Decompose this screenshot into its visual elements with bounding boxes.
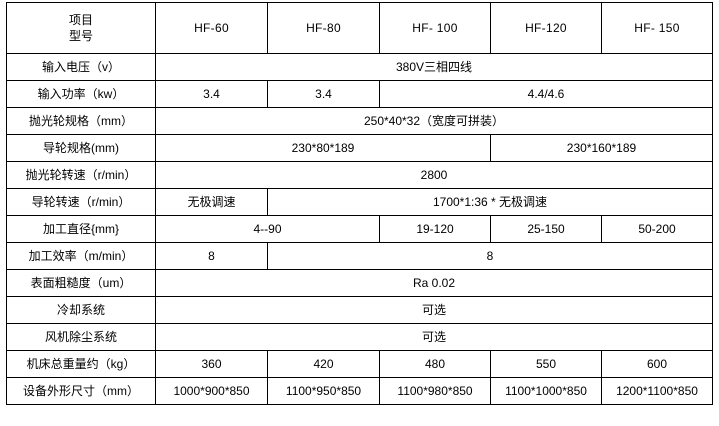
table-row: 加工效率（m/min） 8 8 — [6, 242, 713, 270]
row-value-cell: 可选 — [155, 323, 713, 351]
table-row: 抛光轮规格（mm） 250*40*32（宽度可拼装） — [6, 107, 713, 135]
table-header-model-5: HF- 150 — [601, 2, 713, 54]
table-header-model-4: HF-120 — [490, 2, 602, 54]
row-value-cell: 230*160*189 — [490, 134, 713, 162]
specification-table: 项目 型号 HF-60 HF-80 HF- 100 HF-120 HF- 150 输入电压（v… — [6, 2, 713, 405]
row-label: 抛光轮规格（mm） — [6, 107, 156, 135]
row-value-cell: 3.4 — [155, 80, 268, 108]
table-header-model-1: HF-60 — [155, 2, 268, 54]
row-value-cell: 4.4/4.6 — [379, 80, 713, 108]
row-label: 加工直径{mm} — [6, 215, 156, 243]
row-value-cell: 19-120 — [379, 215, 491, 243]
table-row: 表面粗糙度（um） Ra 0.02 — [6, 269, 713, 297]
header-label-model: 型号 — [68, 29, 93, 43]
row-value-cell: 550 — [490, 350, 602, 378]
row-label: 表面粗糙度（um） — [6, 269, 156, 297]
table-row: 设备外形尺寸（mm） 1000*900*850 1100*950*850 1100*9… — [6, 377, 713, 405]
table-row: 加工直径{mm} 4--90 19-120 25-150 50-200 — [6, 215, 713, 243]
row-value-cell: 无极调速 — [155, 188, 268, 216]
row-value-cell: 1200*1100*850 — [601, 377, 713, 405]
row-value-cell: 8 — [267, 242, 713, 270]
row-value-cell: 230*80*189 — [155, 134, 491, 162]
row-value-cell: 可选 — [155, 296, 713, 324]
table-row: 冷却系统 可选 — [6, 296, 713, 324]
row-value-cell: 25-150 — [490, 215, 602, 243]
table-row: 机床总重量约（kg） 360 420 480 550 600 — [6, 350, 713, 378]
row-label: 风机除尘系统 — [6, 323, 156, 351]
row-value-cell: 8 — [155, 242, 268, 270]
row-label: 加工效率（m/min） — [6, 242, 156, 270]
row-value-cell: 1000*900*850 — [155, 377, 268, 405]
row-value-cell: 420 — [267, 350, 380, 378]
row-value-cell: 380V三相四线 — [155, 53, 713, 81]
header-corner-label: 项目 型号 — [6, 2, 156, 54]
row-value-cell: 1100*1000*850 — [490, 377, 602, 405]
row-label: 抛光轮转速（r/min） — [6, 161, 156, 189]
row-value-cell: 480 — [379, 350, 491, 378]
row-label: 冷却系统 — [6, 296, 156, 324]
row-value-cell: 600 — [601, 350, 713, 378]
row-value-cell: 1100*980*850 — [379, 377, 491, 405]
row-value-cell: 2800 — [155, 161, 713, 189]
row-value-cell: 250*40*32（宽度可拼装） — [155, 107, 713, 135]
table-row: 导轮规格(mm) 230*80*189 230*160*189 — [6, 134, 713, 162]
table-row: 抛光轮转速（r/min） 2800 — [6, 161, 713, 189]
table-row: 导轮转速（r/min） 无极调速 1700*1:36 * 无极调速 — [6, 188, 713, 216]
row-value-cell: 4--90 — [155, 215, 380, 243]
specification-table-body: 项目 型号 HF-60 HF-80 HF- 100 HF-120 HF- 150 输入电压（v… — [6, 2, 713, 405]
row-value-cell: 1700*1:36 * 无极调速 — [267, 188, 713, 216]
row-label: 机床总重量约（kg） — [6, 350, 156, 378]
row-value-cell: 1100*950*850 — [267, 377, 380, 405]
row-label: 输入功率（kw） — [6, 80, 156, 108]
row-value-cell: 50-200 — [601, 215, 713, 243]
table-header-row: 项目 型号 HF-60 HF-80 HF- 100 HF-120 HF- 150 — [6, 2, 713, 54]
table-row: 输入电压（v） 380V三相四线 — [6, 53, 713, 81]
table-header-model-2: HF-80 — [267, 2, 380, 54]
row-value-cell: 360 — [155, 350, 268, 378]
row-value-cell: Ra 0.02 — [155, 269, 713, 297]
row-label: 导轮转速（r/min） — [6, 188, 156, 216]
row-label: 设备外形尺寸（mm） — [6, 377, 156, 405]
table-row: 风机除尘系统 可选 — [6, 323, 713, 351]
row-value-cell: 3.4 — [267, 80, 380, 108]
row-label: 导轮规格(mm) — [6, 134, 156, 162]
header-label-item: 项目 — [68, 12, 93, 27]
table-header-model-3: HF- 100 — [379, 2, 491, 54]
table-row: 输入功率（kw） 3.4 3.4 4.4/4.6 — [6, 80, 713, 108]
row-label: 输入电压（v） — [6, 53, 156, 81]
